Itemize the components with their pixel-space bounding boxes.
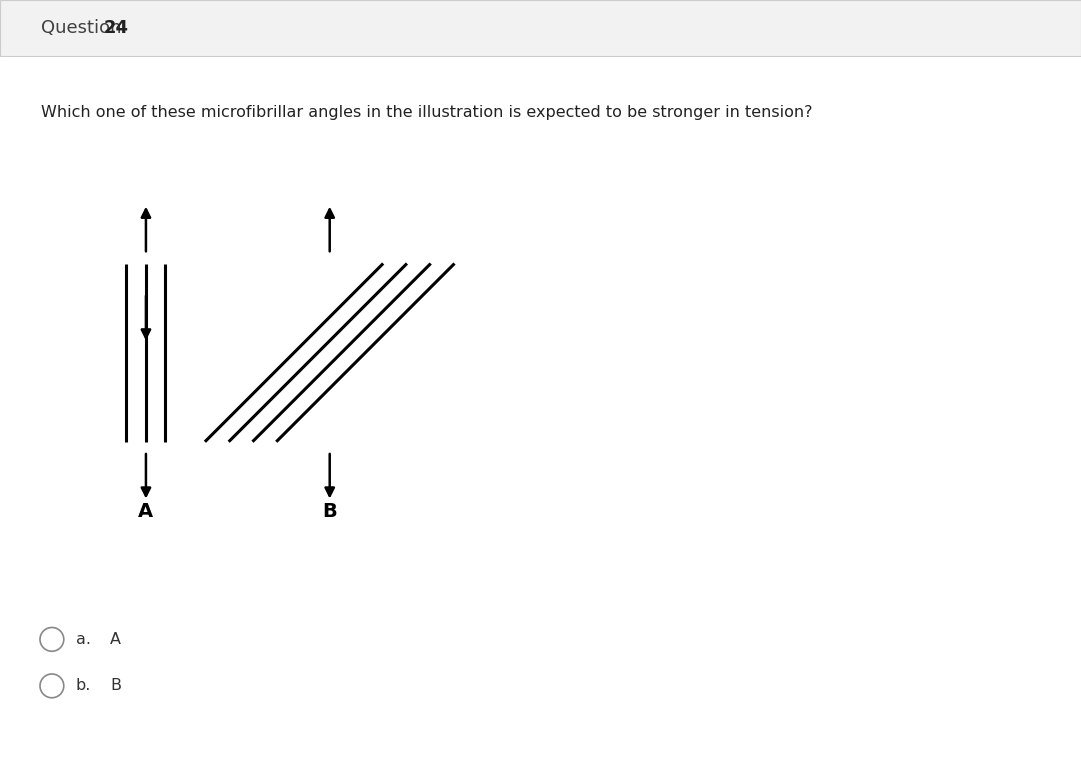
Text: Question: Question xyxy=(41,19,128,37)
FancyBboxPatch shape xyxy=(0,0,1081,56)
Text: A: A xyxy=(138,502,154,521)
Text: b.: b. xyxy=(76,678,91,694)
Text: B: B xyxy=(322,502,337,521)
Text: B: B xyxy=(110,678,121,694)
Text: A: A xyxy=(110,632,121,647)
Text: Which one of these microfibrillar angles in the illustration is expected to be s: Which one of these microfibrillar angles… xyxy=(41,105,813,120)
Text: a.: a. xyxy=(76,632,91,647)
Text: 24: 24 xyxy=(104,19,129,37)
